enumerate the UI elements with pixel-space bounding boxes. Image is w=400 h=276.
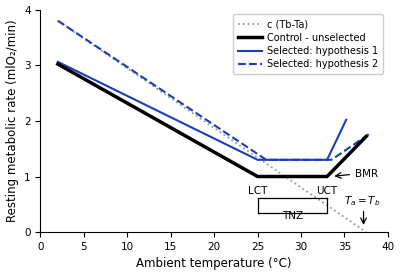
Y-axis label: Resting metabolic rate (mlO₂/min): Resting metabolic rate (mlO₂/min) (6, 20, 18, 222)
Text: BMR: BMR (355, 169, 378, 179)
Text: LCT: LCT (248, 186, 267, 196)
Text: UCT: UCT (316, 186, 338, 196)
X-axis label: Ambient temperature (°C): Ambient temperature (°C) (136, 258, 292, 270)
Text: TNZ: TNZ (282, 211, 303, 221)
Text: $\mathit{T}_a = T_b$: $\mathit{T}_a = T_b$ (344, 194, 380, 208)
Legend: c (Tb-Ta), Control - unselected, Selected: hypothesis 1, Selected: hypothesis 2: c (Tb-Ta), Control - unselected, Selecte… (233, 14, 383, 74)
